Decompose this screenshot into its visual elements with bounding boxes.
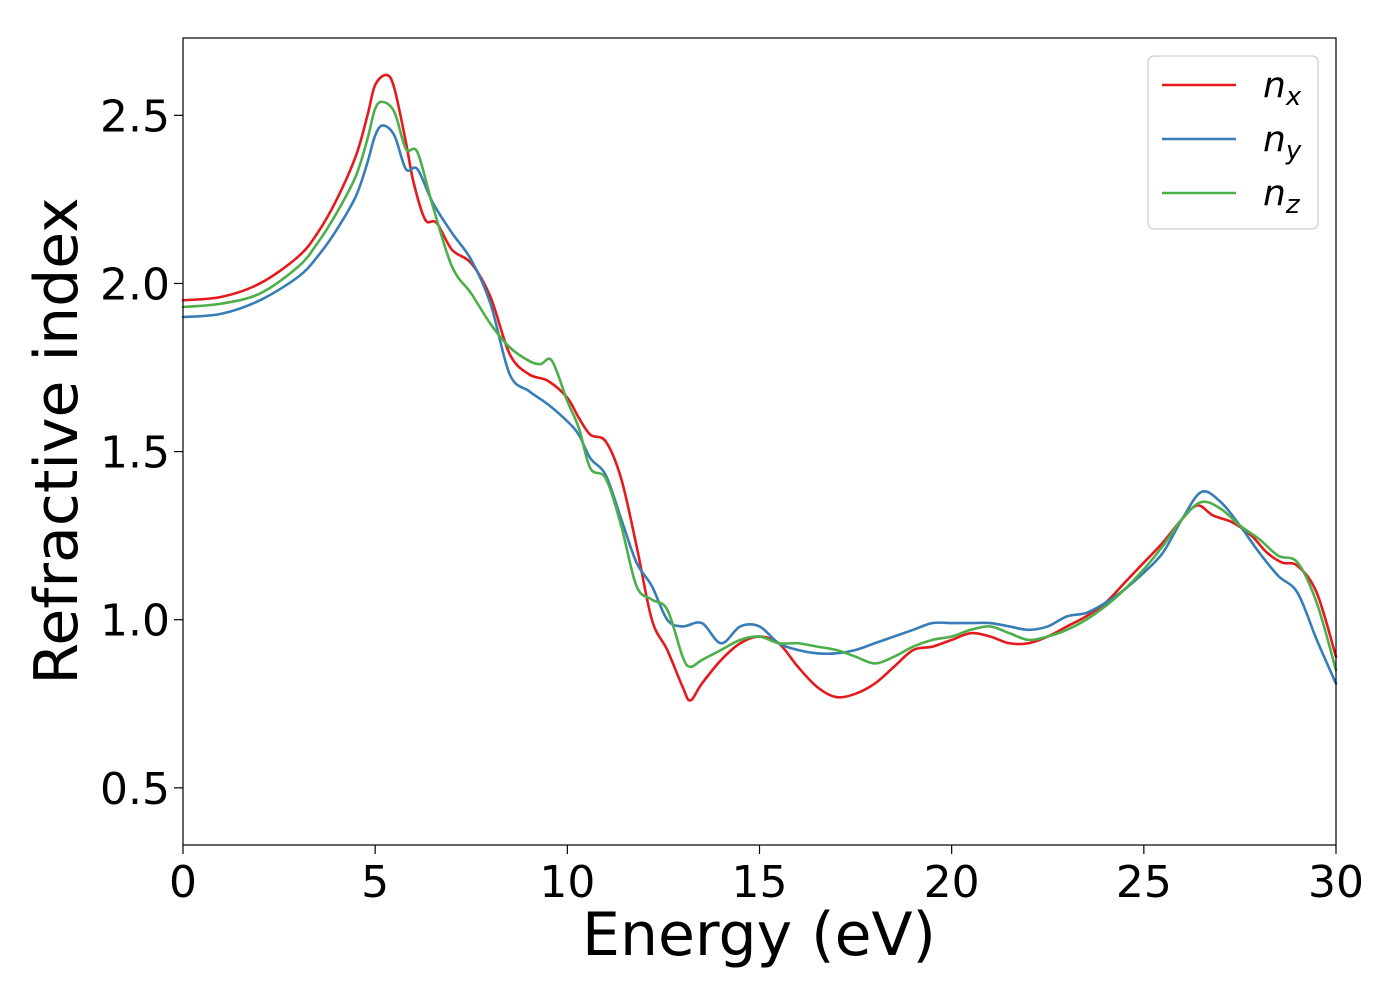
series-line-y: [181, 124, 1338, 685]
legend-label-y: ny: [1263, 119, 1302, 166]
legend-label-x: nx: [1263, 65, 1302, 112]
y-tick-label: 2.0: [100, 259, 170, 310]
legend: nx ny nz: [1147, 55, 1319, 230]
x-tick-label: 25: [1116, 857, 1172, 908]
y-axis-title: Refractive index: [22, 197, 92, 684]
y-tick-label: 0.5: [100, 764, 170, 815]
y-axis-ticks: 0.5 1.0 1.5 2.0 2.5: [100, 91, 183, 815]
series-line-x: [181, 73, 1338, 702]
x-axis-ticks: 0 5 10 15 20 25 30: [169, 845, 1364, 908]
x-tick-label: 30: [1308, 857, 1364, 908]
y-tick-label: 1.5: [100, 428, 170, 479]
x-tick-label: 20: [924, 857, 980, 908]
x-tick-label: 5: [361, 857, 389, 908]
legend-box: [1147, 55, 1319, 230]
x-tick-label: 15: [732, 857, 788, 908]
series-line-z: [181, 100, 1338, 672]
series-lines: [181, 73, 1338, 702]
x-axis-title: Energy (eV): [582, 900, 936, 970]
legend-label-z: nz: [1263, 173, 1301, 220]
plot-area: [183, 38, 1336, 845]
y-tick-label: 1.0: [100, 596, 170, 647]
x-tick-label: 0: [169, 857, 197, 908]
y-tick-label: 2.5: [100, 91, 170, 142]
x-tick-label: 10: [539, 857, 595, 908]
